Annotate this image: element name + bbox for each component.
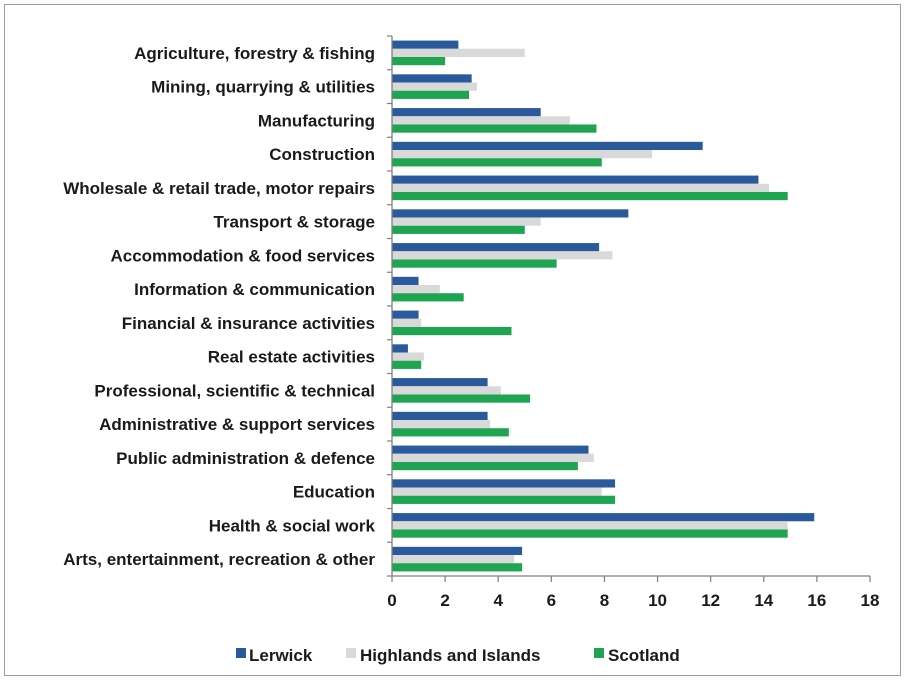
bar-scotland-5 — [392, 225, 525, 234]
legend-swatch — [236, 648, 246, 658]
bar-highlands-and-islands-0 — [392, 48, 525, 57]
bar-lerwick-9 — [392, 344, 408, 353]
category-label: Agriculture, forestry & fishing — [134, 44, 375, 63]
bar-lerwick-15 — [392, 546, 523, 556]
category-label: Professional, scientific & technical — [94, 381, 375, 400]
category-label: Construction — [269, 145, 375, 164]
category-label: Manufacturing — [258, 111, 375, 130]
category-label: Public administration & defence — [116, 449, 375, 468]
legend-swatch — [594, 648, 604, 658]
bar-highlands-and-islands-13 — [392, 487, 602, 496]
bar-lerwick-3 — [392, 141, 703, 151]
bar-highlands-and-islands-7 — [392, 285, 440, 294]
bars-layer — [392, 40, 815, 572]
bar-scotland-12 — [392, 461, 578, 471]
bar-scotland-7 — [392, 293, 464, 302]
x-tick-label: 18 — [861, 591, 880, 610]
bar-scotland-15 — [392, 563, 523, 572]
bar-scotland-13 — [392, 495, 616, 504]
bar-lerwick-6 — [392, 243, 600, 252]
x-tick-label: 2 — [440, 591, 449, 610]
x-tick-labels: 0 2 4 6 8 10 12 14 16 18 — [387, 591, 879, 610]
bar-scotland-4 — [392, 191, 788, 201]
category-label: Wholesale & retail trade, motor repairs — [63, 179, 375, 198]
category-label: Real estate activities — [208, 348, 375, 367]
legend-swatch — [346, 648, 356, 658]
category-labels: Agriculture, forestry & fishing Mining, q… — [63, 44, 375, 569]
bar-highlands-and-islands-14 — [392, 521, 788, 530]
bar-scotland-3 — [392, 158, 602, 167]
bar-highlands-and-islands-5 — [392, 217, 541, 226]
legend-label: Scotland — [608, 646, 680, 665]
bar-scotland-2 — [392, 124, 597, 133]
legend-label: Highlands and Islands — [360, 646, 540, 665]
bar-scotland-14 — [392, 529, 788, 538]
bar-lerwick-10 — [392, 378, 488, 387]
bar-lerwick-1 — [392, 74, 472, 83]
bar-lerwick-13 — [392, 479, 616, 488]
bar-highlands-and-islands-11 — [392, 420, 491, 429]
bar-lerwick-11 — [392, 411, 488, 421]
legend-label: Lerwick — [249, 646, 313, 665]
legend: Lerwick Highlands and Islands Scotland — [236, 646, 680, 665]
x-tick-label: 0 — [387, 591, 396, 610]
x-tick-label: 14 — [754, 591, 773, 610]
category-label: Information & communication — [134, 280, 375, 299]
x-tick-label: 4 — [493, 591, 503, 610]
bar-highlands-and-islands-2 — [392, 116, 570, 125]
bar-scotland-0 — [392, 56, 446, 66]
category-label: Arts, entertainment, recreation & other — [63, 550, 375, 569]
category-label: Administrative & support services — [99, 415, 375, 434]
category-label: Education — [293, 483, 375, 502]
bar-lerwick-2 — [392, 108, 541, 117]
x-tick-label: 16 — [807, 591, 826, 610]
bar-highlands-and-islands-9 — [392, 352, 424, 361]
bar-highlands-and-islands-6 — [392, 251, 613, 260]
bar-highlands-and-islands-1 — [392, 82, 477, 91]
category-label: Health & social work — [209, 516, 376, 535]
axes-layer — [387, 35, 871, 582]
x-tick-label: 6 — [547, 591, 556, 610]
bar-lerwick-7 — [392, 276, 419, 286]
bar-highlands-and-islands-3 — [392, 150, 653, 159]
bar-highlands-and-islands-10 — [392, 386, 501, 395]
category-label: Financial & insurance activities — [122, 314, 375, 333]
x-tick-label: 12 — [701, 591, 720, 610]
x-tick-label: 8 — [600, 591, 609, 610]
bar-lerwick-12 — [392, 445, 589, 454]
bar-scotland-11 — [392, 428, 509, 437]
bar-lerwick-4 — [392, 175, 759, 184]
bar-scotland-10 — [392, 394, 531, 403]
bar-highlands-and-islands-15 — [392, 555, 515, 564]
bar-highlands-and-islands-8 — [392, 318, 422, 327]
bar-scotland-8 — [392, 326, 512, 336]
category-label: Accommodation & food services — [110, 246, 375, 265]
bar-scotland-9 — [392, 360, 422, 369]
bar-highlands-and-islands-4 — [392, 183, 770, 192]
bar-lerwick-5 — [392, 209, 629, 218]
bar-lerwick-14 — [392, 513, 815, 522]
x-tick-label: 10 — [648, 591, 667, 610]
bar-lerwick-8 — [392, 310, 419, 319]
bar-scotland-6 — [392, 259, 557, 268]
category-label: Mining, quarrying & utilities — [151, 78, 375, 97]
bar-lerwick-0 — [392, 40, 459, 49]
bar-highlands-and-islands-12 — [392, 453, 594, 462]
category-label: Transport & storage — [213, 213, 375, 232]
bar-scotland-1 — [392, 90, 470, 99]
